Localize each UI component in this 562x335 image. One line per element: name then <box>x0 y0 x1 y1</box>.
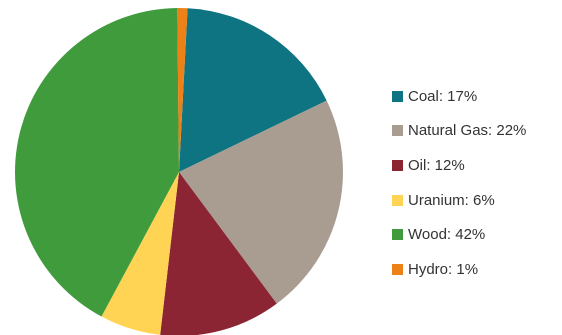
legend-item-coal: Coal: 17% <box>392 79 526 114</box>
chart-legend: Coal: 17% Natural Gas: 22% Oil: 12% Uranium… <box>392 79 526 287</box>
pie-slice-natural-gas <box>179 100 343 304</box>
legend-swatch <box>392 125 403 137</box>
legend-swatch <box>392 263 403 275</box>
legend-swatch <box>392 229 403 241</box>
legend-swatch <box>392 194 403 206</box>
legend-label: Hydro: 1% <box>408 260 479 278</box>
legend-item-natural-gas: Natural Gas: 22% <box>392 114 526 149</box>
pie-slices <box>15 8 343 335</box>
legend-item-oil: Oil: 12% <box>392 148 526 183</box>
legend-swatch <box>392 90 403 102</box>
pie-slice-hydro <box>177 8 188 173</box>
legend-label: Uranium: 6% <box>408 191 495 209</box>
legend-label: Natural Gas: 22% <box>408 122 527 140</box>
legend-swatch <box>392 159 403 171</box>
legend-label: Coal: 17% <box>408 87 478 105</box>
pie-slice-uranium <box>101 172 179 335</box>
legend-item-uranium: Uranium: 6% <box>392 183 526 218</box>
pie-slice-oil <box>160 172 277 335</box>
pie-slice-coal <box>179 8 327 172</box>
legend-item-hydro: Hydro: 1% <box>392 252 526 287</box>
legend-label: Wood: 42% <box>408 226 486 244</box>
legend-item-wood: Wood: 42% <box>392 217 526 252</box>
legend-label: Oil: 12% <box>408 156 465 174</box>
pie-slice-wood <box>15 8 179 317</box>
